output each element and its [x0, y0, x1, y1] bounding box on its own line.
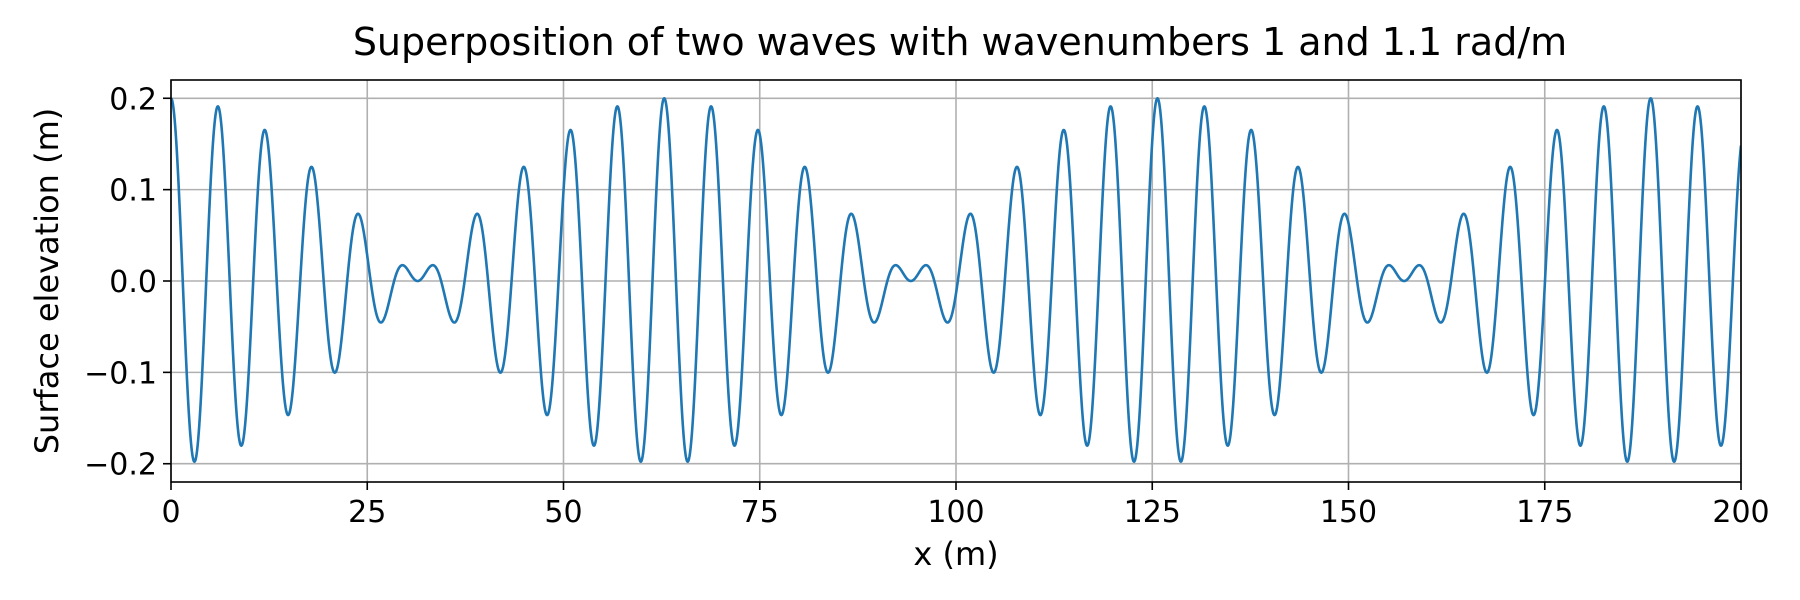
chart-title: Superposition of two waves with wavenumb…: [353, 20, 1567, 64]
y-tick-label: −0.2: [84, 448, 157, 483]
x-tick-label: 125: [1124, 495, 1181, 530]
x-tick-label: 150: [1320, 495, 1377, 530]
x-tick-label: 50: [544, 495, 582, 530]
x-tick-label: 175: [1516, 495, 1573, 530]
wave-series-line: [171, 96, 1741, 463]
grid-lines: [170, 80, 1742, 482]
x-tick-label: 75: [741, 495, 779, 530]
x-tick-label: 25: [348, 495, 386, 530]
axis-ticks: 0 25 50 75 100 125 150 175 200 −0.2 −0.1 0.0 0.1 0.2: [84, 82, 1769, 530]
x-tick-label: 200: [1712, 495, 1769, 530]
y-tick-label: 0.0: [109, 265, 157, 300]
y-tick-label: 0.1: [109, 174, 157, 209]
y-tick-label: 0.2: [109, 82, 157, 117]
x-tick-label: 100: [927, 495, 984, 530]
y-axis-label: Surface elevation (m): [28, 108, 66, 455]
x-tick-label: 0: [161, 495, 180, 530]
y-tick-label: −0.1: [84, 356, 157, 391]
x-axis-label: x (m): [913, 535, 998, 573]
series-layer: [171, 96, 1741, 463]
